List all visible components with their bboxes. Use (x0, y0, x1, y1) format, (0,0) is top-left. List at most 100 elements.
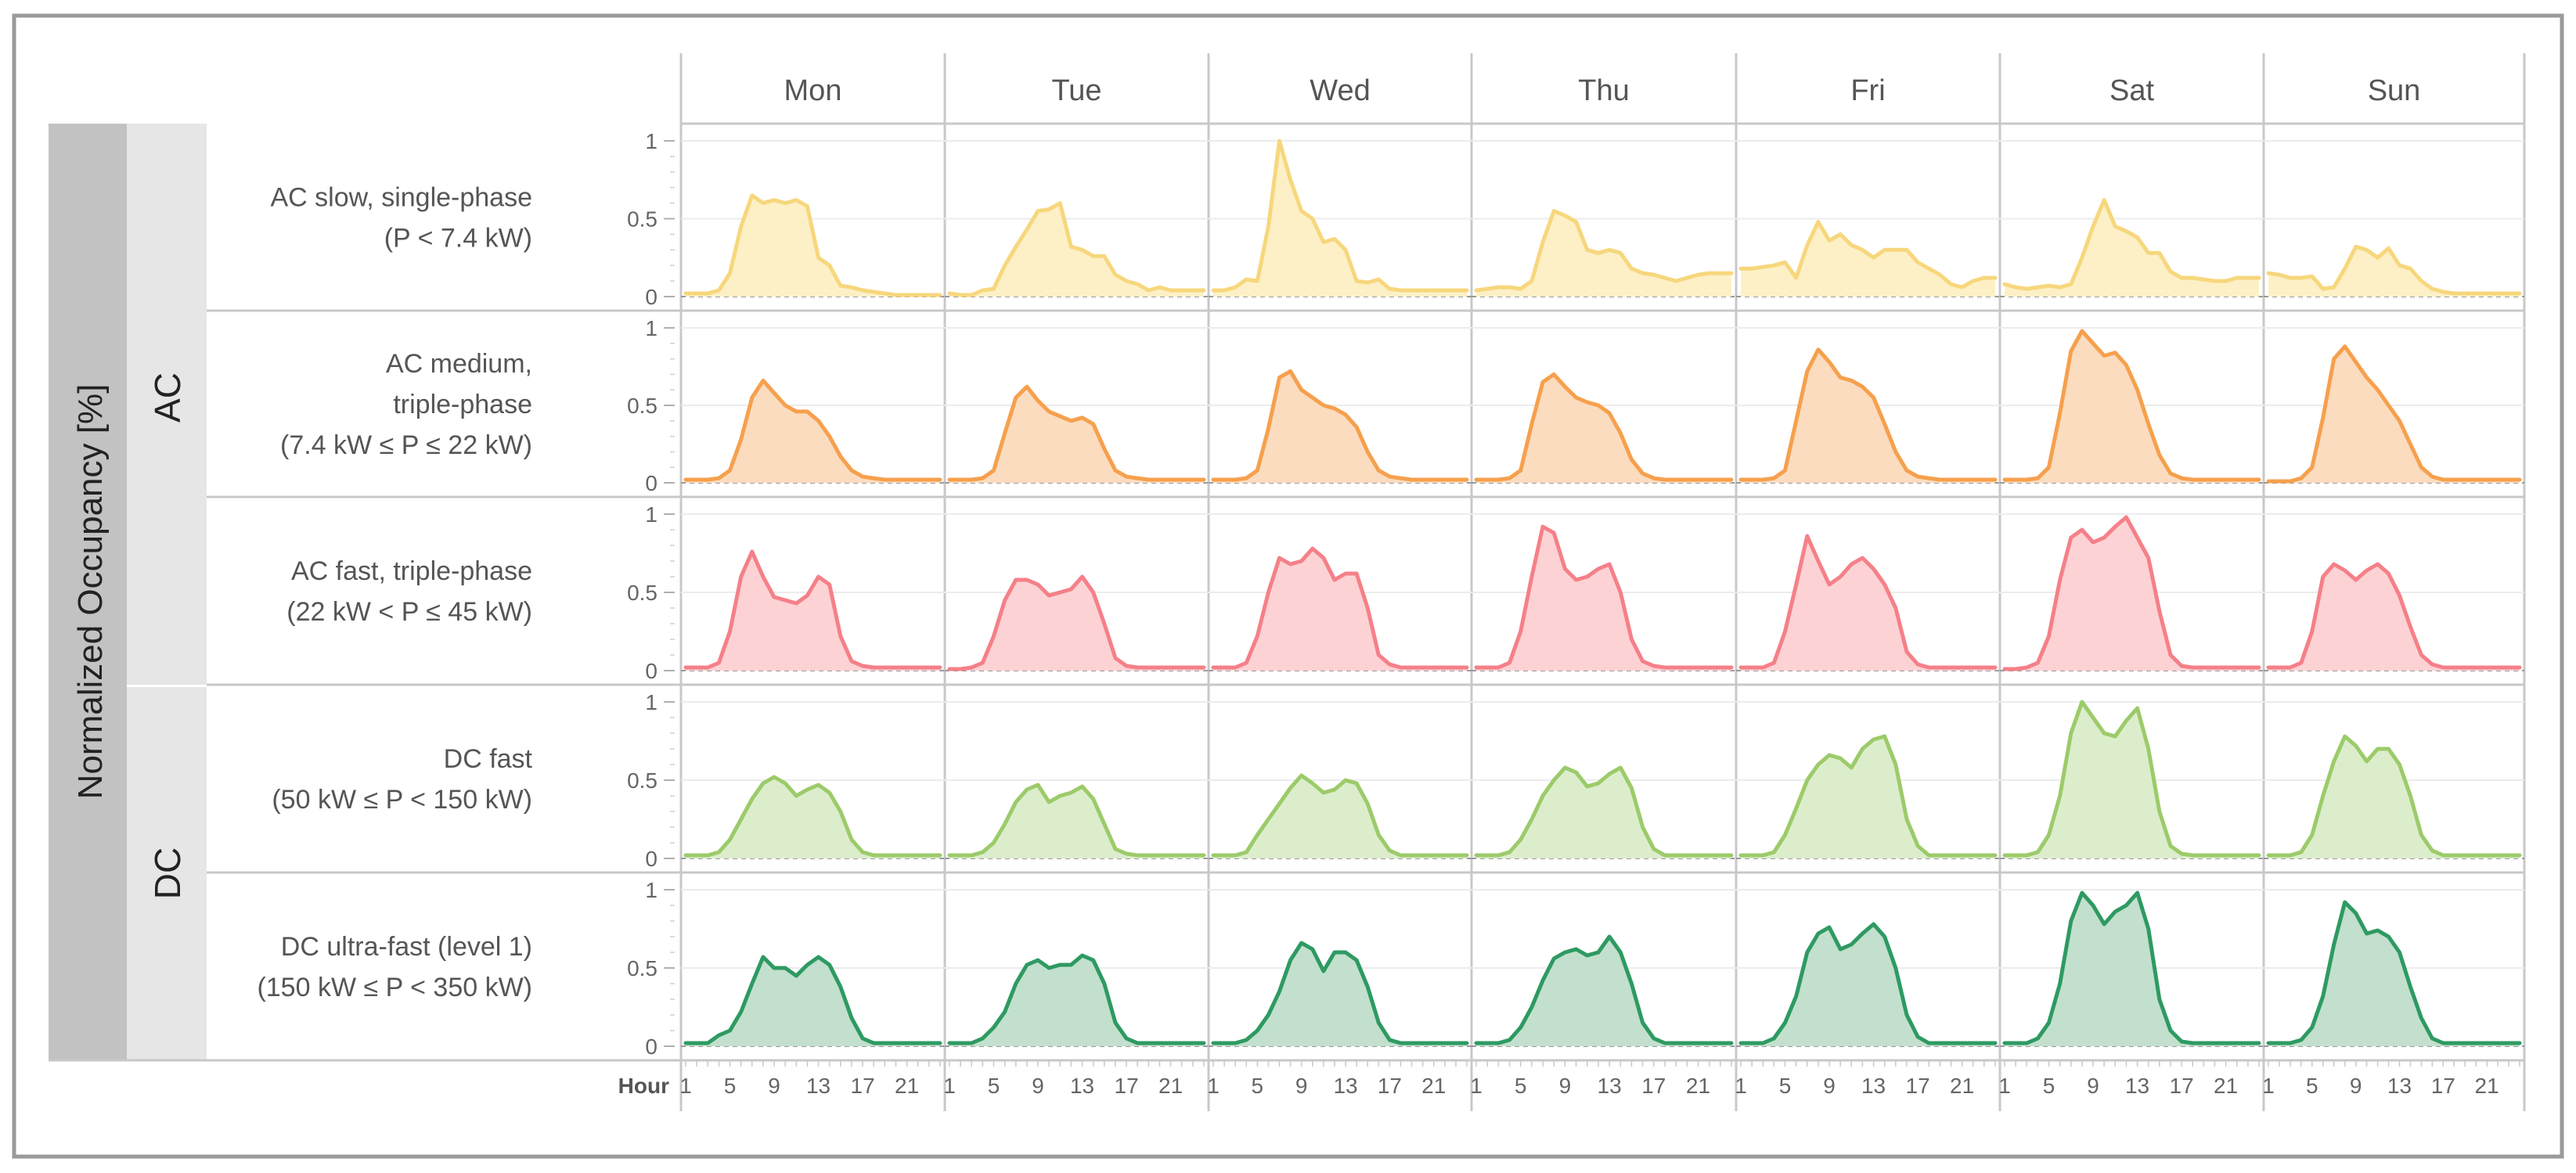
y-tick-label: 0.5 (627, 394, 658, 418)
x-tick-label: 9 (2350, 1074, 2362, 1098)
series-line (1474, 765, 1734, 858)
row-label-line: AC fast, triple-phase (291, 556, 532, 586)
x-tick-label: 1 (679, 1074, 692, 1098)
y-tick-label: 1 (645, 878, 658, 902)
x-tick-label: 9 (768, 1074, 780, 1098)
area-fill (686, 552, 940, 671)
series-line (1738, 922, 1998, 1045)
x-tick-label: 13 (1333, 1074, 1357, 1098)
area-fill (1213, 549, 1467, 671)
area-fill (686, 777, 940, 858)
x-tick-label: 5 (2043, 1074, 2055, 1098)
area-fill (1741, 924, 1995, 1046)
series-line (947, 953, 1206, 1045)
series-line (947, 201, 1206, 297)
x-tick-label: 1 (1470, 1074, 1483, 1098)
group-label-ac: AC (147, 372, 188, 423)
row-label-line: (P < 7.4 kW) (384, 224, 532, 254)
x-tick-label: 1 (2262, 1074, 2275, 1098)
area-fill (686, 380, 940, 483)
area-fill (949, 785, 1204, 858)
y-tick-label: 1 (645, 129, 658, 153)
series-line (683, 549, 942, 670)
series-line (2266, 562, 2522, 670)
area-fill (1213, 141, 1467, 297)
row-label-line: triple-phase (393, 390, 532, 419)
series-line (1211, 139, 1469, 293)
x-tick-label: 17 (851, 1074, 875, 1098)
x-tick-label: 9 (1823, 1074, 1836, 1098)
x-axis-label: Hour (618, 1074, 669, 1098)
y-tick-label: 0 (645, 1034, 658, 1059)
series-line (1738, 734, 1998, 858)
y-axis-label: Normalized Occupancy [%] (71, 384, 110, 800)
area-fill (1476, 527, 1731, 671)
area-fill (2005, 702, 2259, 858)
x-tick-label: 13 (2125, 1074, 2149, 1098)
x-tick-label: 9 (1295, 1074, 1308, 1098)
area-fill (1476, 937, 1731, 1046)
series-line (2002, 515, 2261, 671)
series-line (1211, 369, 1469, 482)
x-tick-label: 17 (2170, 1074, 2194, 1098)
outer-frame (12, 13, 2564, 1159)
series-line (1474, 934, 1734, 1045)
area-fill (1476, 210, 1731, 297)
x-tick-label: 21 (1950, 1074, 1974, 1098)
area-fill (1476, 768, 1731, 858)
x-tick-label: 13 (2387, 1074, 2412, 1098)
area-fill (1741, 536, 1995, 671)
day-header-sat: Sat (2109, 74, 2154, 107)
row-label-line: DC fast (444, 744, 533, 774)
row-label-line: DC ultra-fast (level 1) (281, 932, 532, 962)
area-fill (1213, 943, 1467, 1046)
series-line (1211, 546, 1469, 670)
series-line (947, 574, 1206, 671)
x-tick-label: 21 (2475, 1074, 2499, 1098)
x-tick-label: 17 (1906, 1074, 1930, 1098)
series-line (1211, 941, 1469, 1045)
x-tick-label: 17 (1115, 1074, 1139, 1098)
series-line (2266, 900, 2522, 1045)
area-fill (2005, 331, 2259, 483)
area-fill (1213, 775, 1467, 858)
row-label-line: AC slow, single-phase (270, 183, 532, 213)
series-line (1474, 372, 1734, 482)
series-line (2002, 891, 2261, 1045)
day-header-wed: Wed (1310, 74, 1370, 107)
row-label-line: (50 kW ≤ P < 150 kW) (272, 785, 532, 815)
row-label-line: AC medium, (386, 349, 532, 379)
area-fill (686, 957, 940, 1046)
group-band (127, 124, 207, 1060)
series-line (2002, 700, 2261, 858)
series-line (947, 384, 1206, 482)
x-tick-label: 17 (2431, 1074, 2455, 1098)
y-tick-label: 0 (645, 659, 658, 683)
area-fill (1741, 736, 1995, 858)
series-line (2266, 734, 2522, 858)
area-fill (2268, 564, 2520, 671)
x-tick-label: 21 (895, 1074, 919, 1098)
day-header-fri: Fri (1850, 74, 1885, 107)
area-fill (2005, 893, 2259, 1046)
x-tick-label: 13 (1070, 1074, 1094, 1098)
x-tick-label: 13 (1861, 1074, 1886, 1098)
y-tick-label: 1 (645, 316, 658, 340)
x-tick-label: 5 (2306, 1074, 2318, 1098)
day-header-thu: Thu (1578, 74, 1629, 107)
series-line (1211, 773, 1469, 858)
area-fill (1741, 221, 1995, 297)
x-tick-label: 1 (1735, 1074, 1747, 1098)
group-label-dc: DC (147, 847, 188, 899)
area-fill (949, 387, 1204, 483)
y-tick-label: 0.5 (627, 768, 658, 793)
series-line (683, 378, 942, 482)
x-tick-label: 9 (1559, 1074, 1572, 1098)
area-fill (1213, 371, 1467, 483)
plot-layer (683, 139, 2522, 1046)
x-tick-label: 21 (1686, 1074, 1710, 1098)
x-tick-label: 13 (1598, 1074, 1622, 1098)
series-line (1738, 347, 1998, 482)
area-fill (686, 195, 940, 297)
